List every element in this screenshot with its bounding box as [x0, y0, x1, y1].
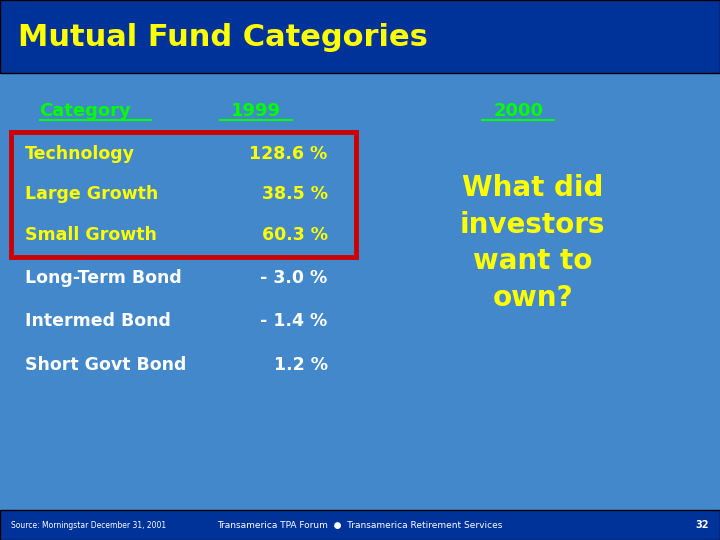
Text: - 3.0 %: - 3.0 % — [261, 269, 328, 287]
Text: 38.5 %: 38.5 % — [261, 185, 328, 204]
Text: 60.3 %: 60.3 % — [261, 226, 328, 244]
Text: What did
investors
want to
own?: What did investors want to own? — [460, 174, 606, 312]
FancyBboxPatch shape — [0, 510, 720, 540]
Text: 1999: 1999 — [230, 102, 281, 120]
Text: 32: 32 — [696, 521, 709, 530]
Text: 2000: 2000 — [493, 102, 544, 120]
Bar — [11, 132, 356, 256]
Text: Long-Term Bond: Long-Term Bond — [25, 269, 182, 287]
Text: 1.2 %: 1.2 % — [274, 355, 328, 374]
Text: Transamerica TPA Forum  ●  Transamerica Retirement Services: Transamerica TPA Forum ● Transamerica Re… — [217, 521, 503, 530]
Text: Mutual Fund Categories: Mutual Fund Categories — [18, 23, 428, 52]
Text: Intermed Bond: Intermed Bond — [25, 312, 171, 330]
Text: Source: Morningstar December 31, 2001: Source: Morningstar December 31, 2001 — [11, 521, 166, 530]
Text: Technology: Technology — [25, 145, 135, 163]
Text: 128.6 %: 128.6 % — [249, 145, 328, 163]
Text: Small Growth: Small Growth — [25, 226, 157, 244]
Text: Large Growth: Large Growth — [25, 185, 158, 204]
FancyBboxPatch shape — [0, 0, 720, 73]
Text: Short Govt Bond: Short Govt Bond — [25, 355, 186, 374]
Text: - 1.4 %: - 1.4 % — [261, 312, 328, 330]
Text: Category: Category — [40, 102, 131, 120]
